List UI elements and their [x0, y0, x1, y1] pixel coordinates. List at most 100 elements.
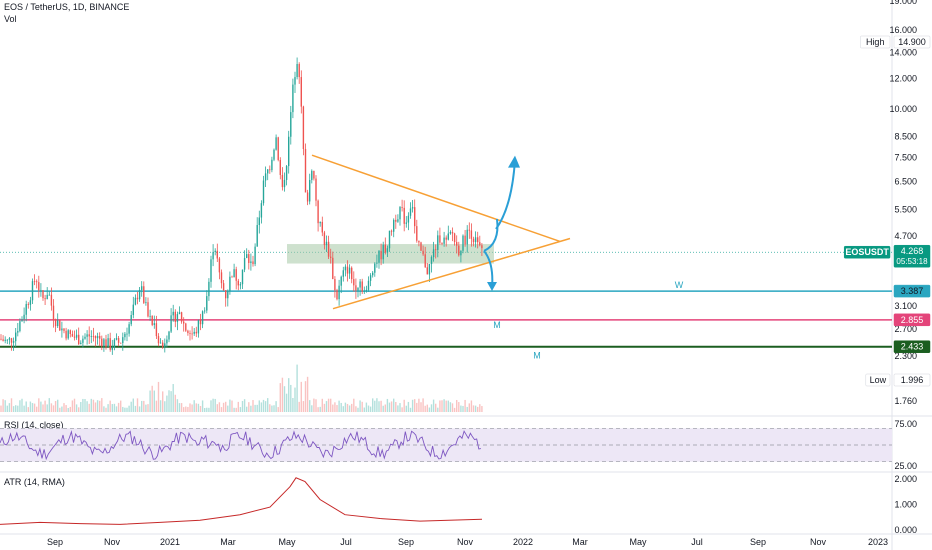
price-tag-value: 1.996 [901, 375, 924, 385]
volume-bar [40, 401, 42, 412]
volume-bar [384, 404, 386, 412]
candle-body [166, 339, 168, 344]
volume-bar [21, 398, 23, 412]
time-axis: Sep Nov 2021 Mar May Jul Sep Nov 2022 Mar May Jul Se… [47, 537, 888, 547]
candle-body [386, 248, 389, 253]
volume-bar [269, 404, 271, 412]
arrow-up-head [508, 155, 520, 168]
candle-body [462, 235, 464, 251]
volume-bar [174, 394, 176, 412]
candle-body [403, 207, 405, 224]
price-tag-label: Low [870, 375, 887, 385]
candle-body [126, 333, 128, 335]
volume-bar [126, 407, 128, 412]
candle-body [357, 287, 359, 291]
volume-bar [382, 405, 384, 412]
candle-body [216, 250, 218, 259]
candle-body [187, 330, 189, 334]
candle-body [336, 290, 338, 300]
volume-bar [346, 403, 349, 412]
atr-pane: 2.000 1.000 0.000 [0, 474, 917, 535]
candle-body [46, 294, 48, 300]
candle-body [338, 285, 340, 300]
volume-bar [52, 405, 55, 412]
volume-bar [332, 404, 334, 412]
candle-body [210, 259, 212, 282]
volume-bars [0, 364, 483, 412]
candle-body [103, 339, 105, 347]
candle-body [451, 232, 454, 234]
atr-tick-label: 2.000 [894, 474, 917, 484]
candle-body [10, 338, 13, 343]
candle-body [235, 269, 237, 281]
volume-bar [273, 405, 275, 412]
candle-body [170, 315, 172, 332]
volume-bar [311, 405, 313, 412]
volume-bar [80, 401, 82, 412]
candle-body [271, 159, 273, 171]
price-tick-label: 5.500 [894, 205, 917, 215]
candle-body [214, 250, 216, 253]
volume-bar [103, 406, 105, 412]
candle-body [258, 217, 260, 226]
volume-bar [168, 390, 170, 412]
price-tick-label: 14.000 [889, 47, 917, 57]
candle-body [260, 203, 263, 218]
price-tick-label: 6.500 [894, 176, 917, 186]
volume-bar [390, 401, 393, 412]
candle-body [147, 302, 149, 317]
candle-body [466, 229, 468, 245]
volume-bar [124, 407, 126, 412]
volume-bar [411, 399, 414, 412]
rsi-line [0, 430, 481, 461]
volume-bar [292, 398, 294, 412]
volume-bar [69, 406, 71, 412]
candle-body [8, 338, 11, 340]
candle-body [458, 245, 460, 256]
candle-body [185, 323, 187, 331]
candle-body [136, 297, 139, 300]
candle-body [296, 64, 298, 78]
time-tick-label: Nov [457, 537, 474, 547]
volume-bar [309, 400, 311, 412]
candle-body [390, 230, 393, 232]
volume-bar [351, 403, 353, 412]
candle-body [420, 242, 422, 251]
volume-bar [380, 400, 382, 412]
candle-body [141, 286, 143, 290]
time-tick-label: 2021 [160, 537, 180, 547]
candle-body [57, 320, 59, 327]
volume-bar [120, 400, 122, 412]
volume-bar [386, 398, 389, 412]
volume-bar [99, 400, 101, 412]
price-tick-label: 4.700 [894, 231, 917, 241]
candle-body [111, 347, 113, 350]
volume-bar [365, 402, 368, 412]
volume-bar [441, 400, 443, 412]
price-tag-value: 3.387 [901, 286, 924, 296]
volume-bar [235, 407, 237, 412]
volume-bar [237, 401, 239, 412]
candle-body [151, 315, 153, 325]
volume-bar [57, 399, 59, 412]
volume-bar [82, 398, 84, 412]
volume-bar [288, 378, 290, 412]
candle-body [38, 282, 40, 291]
volume-bar [330, 398, 332, 412]
candle-body [443, 237, 445, 244]
volume-bar [479, 404, 481, 412]
candle-body [65, 330, 67, 339]
candle-body [162, 342, 164, 347]
volume-bar [183, 407, 185, 412]
price-tag-value: 4.268 [901, 246, 924, 256]
candle-body [122, 337, 124, 344]
candle-body [59, 320, 61, 331]
volume-bar [374, 400, 376, 412]
price-tag-box [893, 35, 931, 49]
volume-bar [88, 403, 90, 412]
candle-body [456, 242, 458, 246]
volume-bar [84, 399, 86, 412]
candle-body [309, 180, 311, 202]
candle-body [4, 339, 6, 341]
